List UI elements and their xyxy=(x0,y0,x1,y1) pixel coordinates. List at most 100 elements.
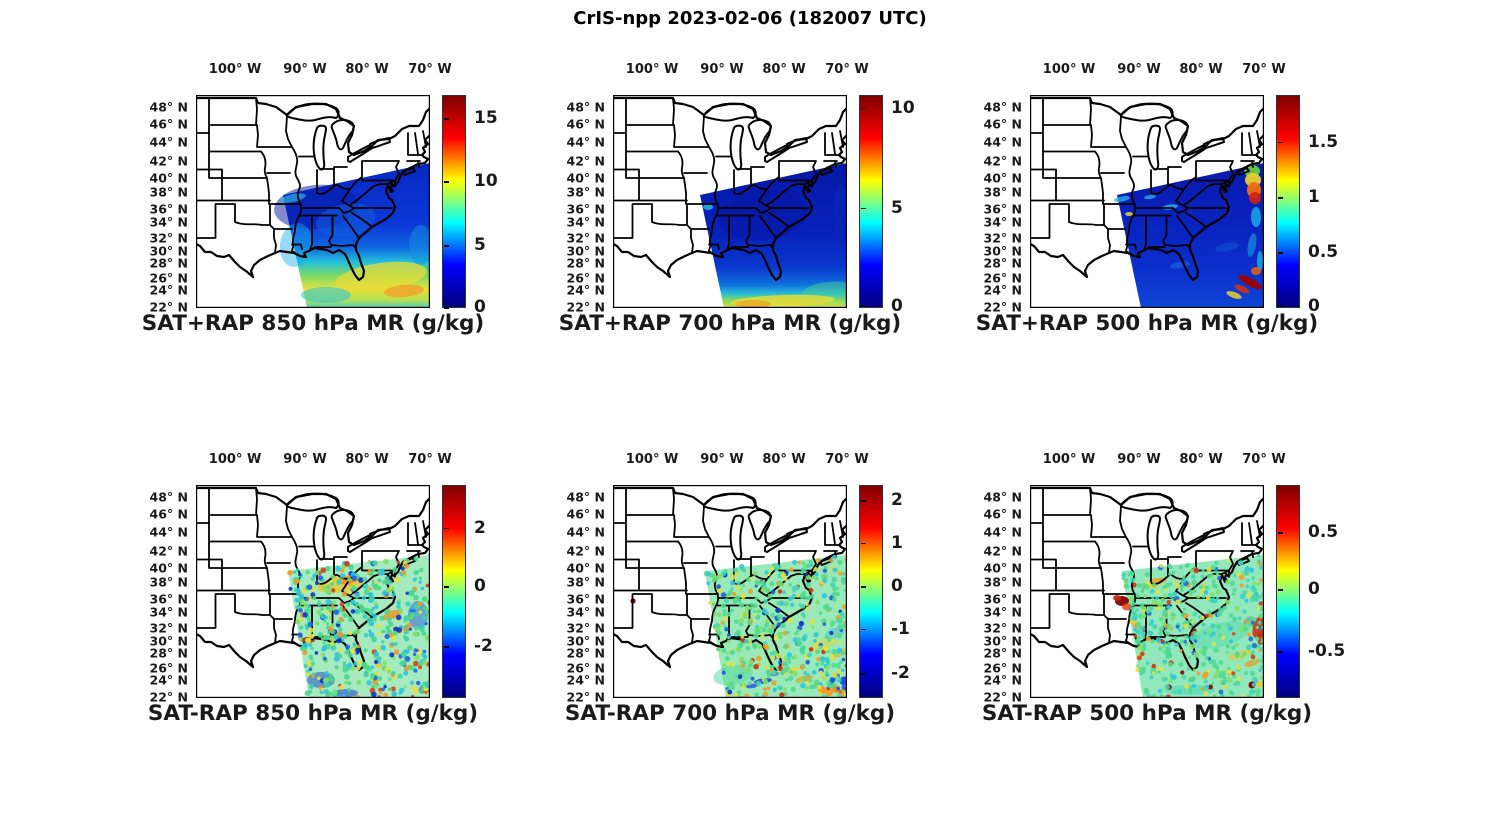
colorbar-tick-label: -0.5 xyxy=(1308,641,1346,662)
data-feature-blob xyxy=(335,261,427,293)
lat-tick-label: 44° N xyxy=(983,524,1022,540)
colorbar-tick-mark xyxy=(444,181,449,183)
latitude-axis: 48° N 46° N 44° N 42° N 40° N 38° N 36° N 34° N… xyxy=(964,95,1026,314)
lat-tick-label: 44° N xyxy=(566,134,605,150)
colorbar-tick-labels: -0.5 0 0.5 xyxy=(1308,485,1366,698)
colorbar-tick-label: -2 xyxy=(474,636,493,657)
lat-tick-label: 30° N xyxy=(149,633,188,649)
colorbar-tick-mark xyxy=(444,646,449,649)
colorbar-tick-label: 0 xyxy=(1308,295,1320,316)
data-feature-blob xyxy=(1251,267,1261,275)
longitude-axis: 100° W 90° W 80° W 70° W xyxy=(196,55,452,85)
data-feature-blob xyxy=(334,689,358,697)
lat-tick-label: 40° N xyxy=(149,560,188,576)
lat-tick-label: 34° N xyxy=(566,214,605,230)
lat-tick-label: 46° N xyxy=(149,116,188,132)
lat-tick-label: 38° N xyxy=(149,574,188,590)
lat-tick-label: 32° N xyxy=(566,230,605,246)
colorbar-tick-labels: 0 0.5 1 1.5 xyxy=(1308,95,1366,316)
lat-tick-label: 48° N xyxy=(566,489,605,505)
lon-tick-label: 100° W xyxy=(1042,62,1096,77)
data-feature-blob xyxy=(1228,649,1252,661)
colorbar-tick-labels: -2 -1 0 1 2 xyxy=(891,485,949,698)
lat-tick-label: 38° N xyxy=(566,574,605,590)
data-feature-blob xyxy=(301,287,351,303)
data-feature-blob xyxy=(409,225,430,265)
colorbar-tick-label: 0 xyxy=(474,296,486,317)
lon-tick-label: 100° W xyxy=(208,452,262,467)
colorbar-tick-mark xyxy=(444,118,449,120)
colorbar-tick-mark xyxy=(861,207,866,210)
colorbar-tick-label: 2 xyxy=(474,517,486,538)
colorbar-tick-mark xyxy=(444,527,449,530)
lon-tick-label: 90° W xyxy=(1117,452,1161,467)
longitude-axis: 100° W 90° W 80° W 70° W xyxy=(1030,55,1286,85)
lat-tick-label: 42° N xyxy=(983,153,1022,169)
lon-tick-label: 70° W xyxy=(1242,452,1286,467)
data-feature-blob xyxy=(1247,233,1257,257)
lon-tick-label: 70° W xyxy=(1242,62,1286,77)
lon-tick-label: 80° W xyxy=(345,62,389,77)
lon-tick-label: 90° W xyxy=(700,62,744,77)
colorbar-tick-label: 5 xyxy=(474,234,486,255)
colorbar-tick-mark xyxy=(861,585,866,588)
lat-tick-label: 40° N xyxy=(983,170,1022,186)
lat-tick-label: 32° N xyxy=(566,620,605,636)
colorbar-tick-label: 1 xyxy=(891,532,903,553)
colorbar-tick-mark xyxy=(1278,651,1283,653)
lon-tick-label: 90° W xyxy=(1117,62,1161,77)
lon-tick-label: 100° W xyxy=(625,452,679,467)
colorbar-tick-mark xyxy=(1278,532,1283,535)
lon-tick-label: 90° W xyxy=(283,452,327,467)
lat-tick-label: 38° N xyxy=(149,184,188,200)
data-feature-blob xyxy=(384,284,424,298)
lat-tick-label: 26° N xyxy=(566,270,605,286)
colorbar-tick-mark xyxy=(861,107,866,110)
lat-tick-label: 22° N xyxy=(149,299,188,315)
lon-tick-label: 70° W xyxy=(825,452,869,467)
colorbar-tick-mark xyxy=(444,306,449,309)
map-panel-sat-plus-rap-850: 100° W 90° W 80° W 70° W 48° N 46° N 44° N 42°… xyxy=(130,55,526,355)
longitude-axis: 100° W 90° W 80° W 70° W xyxy=(613,445,869,475)
data-feature-blob xyxy=(1144,194,1156,200)
data-feature-blob xyxy=(1249,192,1261,204)
lat-tick-label: 36° N xyxy=(149,591,188,607)
data-feature-blob xyxy=(1226,291,1242,299)
lat-tick-label: 26° N xyxy=(149,660,188,676)
colorbar: 0 0.5 1 1.5 xyxy=(1276,95,1366,316)
lon-tick-label: 80° W xyxy=(1179,452,1223,467)
map-canvas xyxy=(613,95,847,308)
colorbar-tick-label: 0.5 xyxy=(1308,522,1339,543)
lat-tick-label: 48° N xyxy=(983,99,1022,115)
lat-tick-label: 26° N xyxy=(566,660,605,676)
colorbar-tick-mark xyxy=(1278,588,1283,591)
colorbar-tick-label: 10 xyxy=(474,171,498,192)
data-feature-blob xyxy=(735,300,771,308)
colorbar-gradient xyxy=(1276,485,1300,698)
colorbar: 0 5 10 15 xyxy=(442,95,532,317)
colorbar-tick-mark xyxy=(861,542,866,545)
map-frame xyxy=(613,95,847,308)
data-feature-blob xyxy=(1114,196,1130,202)
data-feature-blob xyxy=(1234,284,1250,294)
colorbar-gradient xyxy=(859,95,883,308)
lat-tick-label: 32° N xyxy=(983,230,1022,246)
lat-tick-label: 28° N xyxy=(149,645,188,661)
lat-tick-label: 30° N xyxy=(566,633,605,649)
lat-tick-label: 46° N xyxy=(149,506,188,522)
longitude-axis: 100° W 90° W 80° W 70° W xyxy=(196,445,452,475)
lat-tick-label: 22° N xyxy=(983,299,1022,315)
data-feature-blob xyxy=(1251,207,1261,227)
longitude-axis: 100° W 90° W 80° W 70° W xyxy=(1030,445,1286,475)
difference-scatter-dots xyxy=(287,556,430,698)
data-feature-blob xyxy=(1215,242,1239,252)
lat-tick-label: 48° N xyxy=(566,99,605,115)
colorbar-gradient xyxy=(1276,95,1300,308)
figure-title: CrIS-npp 2023-02-06 (182007 UTC) xyxy=(573,8,927,29)
lat-tick-label: 46° N xyxy=(566,506,605,522)
lat-tick-label: 26° N xyxy=(149,270,188,286)
lon-tick-label: 100° W xyxy=(625,62,679,77)
latitude-axis: 48° N 46° N 44° N 42° N 40° N 38° N 36° N 34° N… xyxy=(964,485,1026,704)
colorbar-tick-label: 0 xyxy=(891,295,903,316)
lon-tick-label: 90° W xyxy=(283,62,327,77)
